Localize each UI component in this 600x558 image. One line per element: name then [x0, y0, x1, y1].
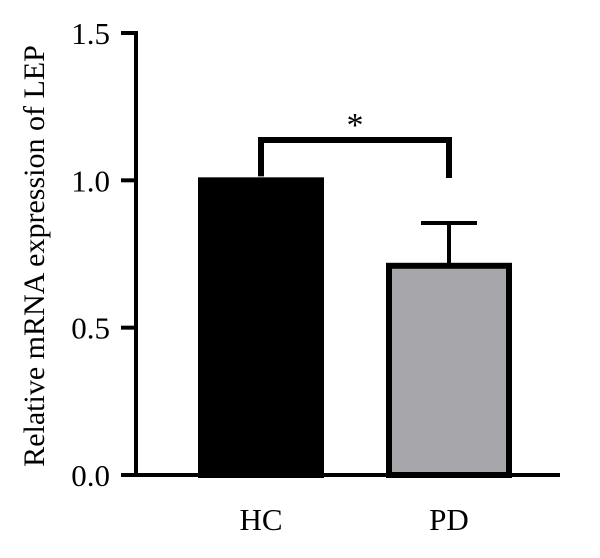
- bar-pd: [386, 262, 512, 478]
- bars-group: [198, 177, 512, 478]
- significance-group: *: [258, 107, 452, 178]
- y-axis-label: Relative mRNA expression of LEP: [18, 45, 51, 467]
- axes-group: [134, 31, 560, 477]
- y-tick-label: 1.5: [71, 16, 110, 51]
- y-tick-label: 1.0: [71, 163, 110, 198]
- y-ticks-group: 0.0 0.5 1.0 1.5: [71, 16, 136, 493]
- significance-label: *: [347, 107, 364, 144]
- x-tick-label: HC: [239, 502, 282, 537]
- x-tick-label: PD: [429, 502, 469, 537]
- error-bars-group: [421, 221, 477, 266]
- bar-hc: [198, 177, 324, 478]
- y-tick-label: 0.0: [71, 458, 110, 493]
- significance-bracket: [258, 137, 452, 178]
- y-tick-label: 0.5: [71, 311, 110, 346]
- x-ticks-group: HC PD: [239, 502, 468, 537]
